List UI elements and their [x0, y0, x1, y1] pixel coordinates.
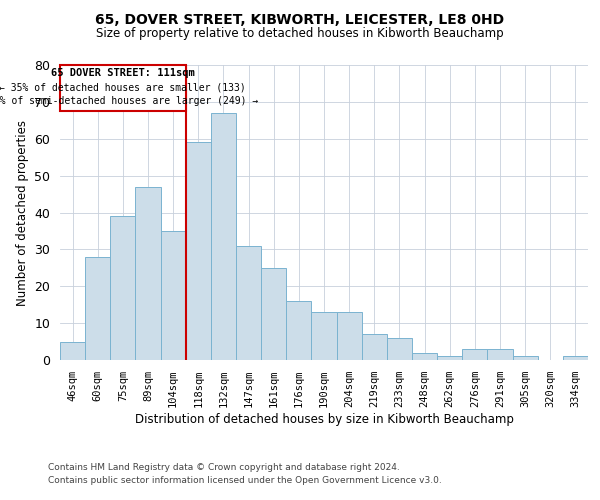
Text: 65, DOVER STREET, KIBWORTH, LEICESTER, LE8 0HD: 65, DOVER STREET, KIBWORTH, LEICESTER, L… [95, 12, 505, 26]
Bar [462, 349, 487, 360]
Bar [161, 231, 186, 360]
Y-axis label: Number of detached properties: Number of detached properties [16, 120, 29, 306]
Bar [487, 349, 512, 360]
Bar [85, 257, 110, 360]
Text: 65% of semi-detached houses are larger (249) →: 65% of semi-detached houses are larger (… [0, 96, 258, 106]
Bar [110, 216, 136, 360]
Bar [412, 352, 437, 360]
FancyBboxPatch shape [60, 65, 186, 111]
Bar [136, 186, 161, 360]
Bar [261, 268, 286, 360]
Text: 65 DOVER STREET: 111sqm: 65 DOVER STREET: 111sqm [51, 68, 195, 78]
Bar [60, 342, 85, 360]
Bar [512, 356, 538, 360]
Bar [311, 312, 337, 360]
Text: Contains public sector information licensed under the Open Government Licence v3: Contains public sector information licen… [48, 476, 442, 485]
Text: Size of property relative to detached houses in Kibworth Beauchamp: Size of property relative to detached ho… [96, 28, 504, 40]
Text: ← 35% of detached houses are smaller (133): ← 35% of detached houses are smaller (13… [0, 82, 246, 92]
Bar [387, 338, 412, 360]
Bar [337, 312, 362, 360]
Bar [211, 113, 236, 360]
Bar [362, 334, 387, 360]
Bar [286, 301, 311, 360]
Text: Contains HM Land Registry data © Crown copyright and database right 2024.: Contains HM Land Registry data © Crown c… [48, 464, 400, 472]
Bar [563, 356, 588, 360]
Bar [186, 142, 211, 360]
Bar [437, 356, 462, 360]
Bar [236, 246, 261, 360]
Text: Distribution of detached houses by size in Kibworth Beauchamp: Distribution of detached houses by size … [134, 412, 514, 426]
